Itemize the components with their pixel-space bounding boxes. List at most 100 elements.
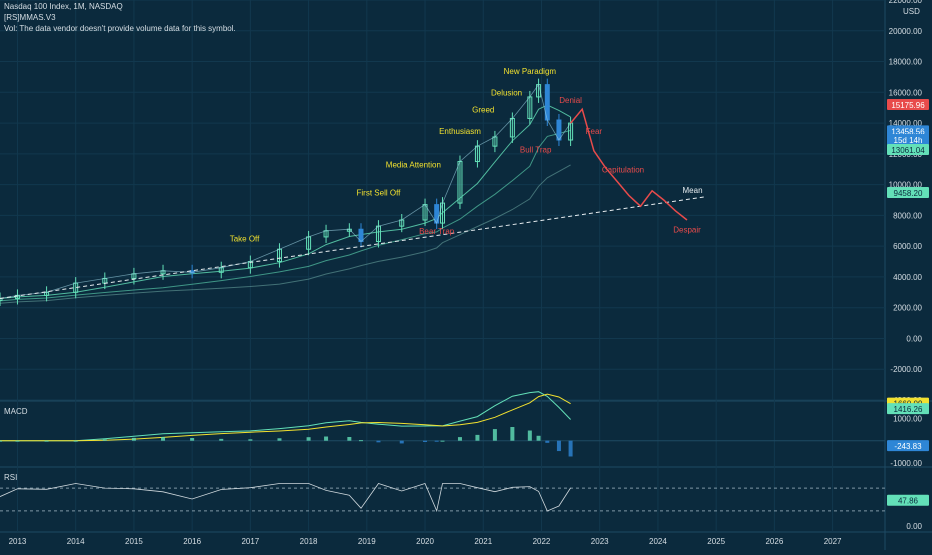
annotation-enthusiasm: Enthusiasm	[439, 127, 481, 136]
annotation-greed: Greed	[472, 105, 494, 114]
y-tick: 22000.00	[889, 0, 923, 5]
y-tick: 16000.00	[889, 88, 923, 97]
macd-histogram-bar	[358, 440, 363, 442]
macd-histogram-bar	[131, 437, 136, 441]
annotation-bull-trap: Bull Trap	[520, 145, 552, 154]
macd-histogram-bar	[440, 440, 445, 442]
annotation-first-sell-off: First Sell Off	[357, 188, 402, 197]
macd-histogram-bar	[527, 430, 532, 441]
currency-label: USD	[903, 7, 920, 16]
projection-line	[570, 107, 688, 221]
annotation-capitulation: Capitulation	[602, 165, 644, 174]
macd-histogram-bar	[161, 436, 166, 441]
indicator-name: [RS]MMAS.V3	[4, 13, 56, 22]
macd-histogram-bar	[15, 440, 20, 442]
macd-line	[0, 391, 571, 442]
y-tick: 6000.00	[893, 242, 922, 251]
y-tick: -2000.00	[890, 365, 922, 374]
moving-average-2	[0, 129, 571, 302]
macd-histogram-bar	[306, 437, 311, 441]
macd-histogram-bar	[324, 436, 329, 441]
macd-histogram-bar	[536, 435, 541, 441]
price-line	[0, 83, 571, 299]
macd-histogram-bar	[568, 440, 573, 457]
price-label: 15d 14h	[894, 136, 923, 145]
macd-value-label: -243.83	[894, 442, 922, 451]
macd-histogram-bar	[248, 439, 253, 441]
moving-average-3	[0, 164, 571, 304]
y-tick: 14000.00	[889, 119, 923, 128]
macd-histogram-bar	[475, 434, 480, 441]
y-tick: 10000.00	[889, 181, 923, 190]
price-label: 13458.56	[891, 127, 925, 136]
annotation-new-paradigm: New Paradigm	[504, 67, 557, 76]
macd-value-label: 1416.26	[894, 405, 923, 414]
macd-histogram-bar	[44, 440, 49, 442]
macd-signal-line	[0, 393, 571, 442]
y-tick: 18000.00	[889, 58, 923, 67]
x-tick-2013: 2013	[9, 537, 27, 546]
x-tick-2020: 2020	[416, 537, 434, 546]
price-label-box	[887, 134, 929, 145]
macd-histogram-bar	[510, 426, 515, 441]
x-tick-2019: 2019	[358, 537, 376, 546]
macd-histogram-bar	[219, 438, 224, 441]
price-label: 9458.20	[894, 189, 923, 198]
symbol-title: Nasdaq 100 Index, 1M, NASDAQ	[4, 2, 123, 11]
annotation-delusion: Delusion	[491, 88, 522, 97]
macd-histogram-bar	[423, 440, 428, 443]
x-tick-2024: 2024	[649, 537, 667, 546]
macd-value-box	[887, 403, 929, 415]
macd-histogram-bar	[399, 440, 404, 444]
annotation-media-attention: Media Attention	[386, 161, 441, 170]
mean-line	[0, 196, 705, 299]
x-tick-2025: 2025	[707, 537, 725, 546]
x-tick-2027: 2027	[824, 537, 842, 546]
price-label-box	[887, 98, 929, 110]
y-tick: 4000.00	[893, 273, 922, 282]
x-tick-2026: 2026	[765, 537, 783, 546]
moving-average-1	[0, 104, 571, 299]
macd-title: MACD	[4, 407, 28, 416]
macd-y-tick: 1000.00	[893, 414, 922, 423]
price-label-box	[887, 125, 929, 137]
price-label-box	[887, 186, 929, 198]
volume-notice: Vol: The data vendor doesn't provide vol…	[4, 24, 236, 33]
candle-body	[0, 297, 3, 301]
rsi-value-box	[887, 494, 929, 506]
rsi-value-label: 47.86	[898, 497, 919, 506]
x-tick-2014: 2014	[67, 537, 85, 546]
price-label-box	[887, 144, 929, 155]
x-tick-2015: 2015	[125, 537, 143, 546]
macd-histogram-bar	[556, 440, 561, 452]
x-tick-2018: 2018	[300, 537, 318, 546]
macd-y-tick: -1000.00	[890, 459, 922, 468]
annotation-despair: Despair	[673, 225, 701, 234]
macd-histogram-bar	[102, 439, 107, 441]
annotation-take-off: Take Off	[230, 235, 260, 244]
y-tick: 0.00	[906, 334, 922, 343]
macd-histogram-bar	[277, 438, 282, 441]
y-tick: 20000.00	[889, 27, 923, 36]
macd-histogram-bar	[376, 440, 381, 443]
x-tick-2017: 2017	[241, 537, 259, 546]
y-tick: 8000.00	[893, 211, 922, 220]
mean-label: Mean	[683, 186, 703, 195]
x-tick-2021: 2021	[474, 537, 492, 546]
macd-histogram-bar	[190, 437, 195, 441]
annotation-denial: Denial	[559, 96, 582, 105]
x-tick-2023: 2023	[591, 537, 609, 546]
price-label: 15175.96	[891, 101, 925, 110]
rsi-line	[0, 483, 571, 513]
macd-histogram-bar	[0, 440, 2, 442]
x-tick-2016: 2016	[183, 537, 201, 546]
macd-histogram-bar	[434, 440, 439, 442]
macd-value-box	[887, 440, 929, 452]
rsi-title: RSI	[4, 473, 18, 482]
y-tick: 2000.00	[893, 304, 922, 313]
macd-histogram-bar	[457, 437, 462, 441]
macd-histogram-bar	[347, 436, 352, 441]
rsi-y-tick: 0.00	[906, 522, 922, 531]
